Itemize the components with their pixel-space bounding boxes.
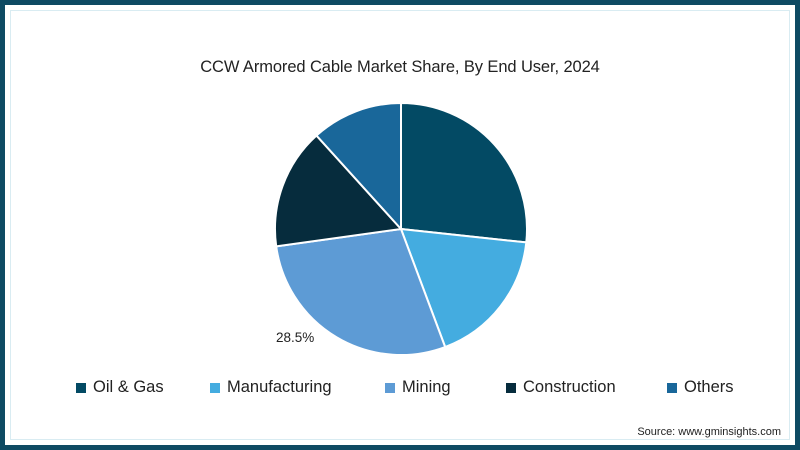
legend-swatch-icon bbox=[76, 382, 86, 393]
legend-swatch-icon bbox=[210, 382, 220, 393]
chart-title: CCW Armored Cable Market Share, By End U… bbox=[200, 58, 600, 76]
legend-label: Manufacturing bbox=[227, 378, 332, 396]
legend-label: Mining bbox=[402, 378, 451, 396]
source-note: Source: www.gminsights.com bbox=[637, 426, 781, 438]
pie-slice-others[interactable] bbox=[315, 102, 402, 230]
legend-swatch-icon bbox=[385, 382, 395, 393]
legend-item-oil-gas[interactable]: Oil & Gas bbox=[76, 378, 164, 397]
legend-label: Oil & Gas bbox=[93, 378, 164, 396]
legend-label: Others bbox=[684, 378, 734, 396]
legend-item-mining[interactable]: Mining bbox=[385, 378, 451, 397]
data-label-mining: 28.5% bbox=[276, 330, 315, 345]
pie-slice-manufacturing[interactable] bbox=[400, 228, 528, 349]
legend: Oil & Gas Manufacturing Mining Construct… bbox=[0, 378, 800, 398]
pie-slice-oil-gas[interactable] bbox=[400, 102, 528, 244]
legend-swatch-icon bbox=[667, 382, 677, 393]
legend-item-manufacturing[interactable]: Manufacturing bbox=[210, 378, 332, 397]
pie-slices bbox=[273, 102, 528, 357]
legend-label: Construction bbox=[523, 378, 616, 396]
legend-swatch-icon bbox=[506, 382, 516, 393]
legend-item-others[interactable]: Others bbox=[667, 378, 734, 397]
pie-slice-mining[interactable] bbox=[275, 228, 447, 357]
legend-item-construction[interactable]: Construction bbox=[506, 378, 616, 397]
pie-slice-construction[interactable] bbox=[273, 134, 402, 248]
